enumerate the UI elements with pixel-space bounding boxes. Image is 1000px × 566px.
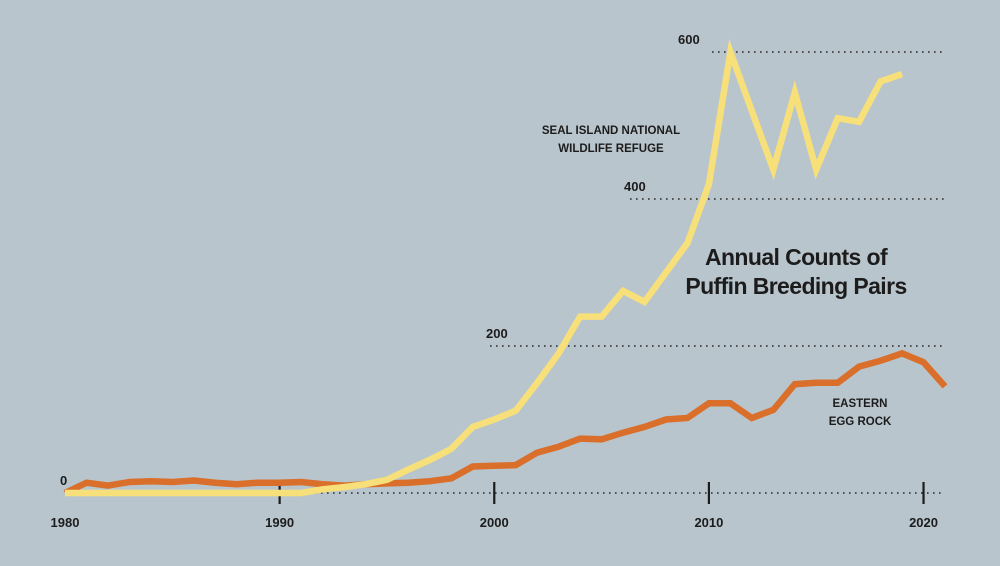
series-line-eastern-egg-rock [63, 349, 948, 496]
y-tick-label-200: 200 [486, 326, 508, 341]
x-tick-label-2010: 2010 [694, 515, 723, 530]
x-tick-label-1980: 1980 [51, 515, 80, 530]
series-label-seal-island-line-2: WILDLIFE REFUGE [558, 143, 664, 155]
chart-title: Annual Counts of Puffin Breeding Pairs [685, 244, 907, 299]
series-label-eastern-egg-rock-line-2: EGG ROCK [829, 416, 892, 428]
series-label-seal-island: SEAL ISLAND NATIONAL WILDLIFE REFUGE [542, 125, 680, 155]
series-lines [63, 39, 948, 497]
y-tick-label-600: 600 [678, 32, 700, 47]
series-label-eastern-egg-rock: EASTERN EGG ROCK [829, 398, 892, 428]
series-label-eastern-egg-rock-line-1: EASTERN [833, 398, 888, 410]
x-tick-label-1990: 1990 [265, 515, 294, 530]
x-tick-label-2000: 2000 [480, 515, 509, 530]
y-tick-labels: 0 200 400 600 [60, 32, 700, 488]
y-tick-label-0: 0 [60, 473, 67, 488]
chart-title-line-2: Puffin Breeding Pairs [685, 273, 906, 299]
y-tick-label-400: 400 [624, 179, 646, 194]
series-line-seal-island [65, 39, 904, 497]
series-label-seal-island-line-1: SEAL ISLAND NATIONAL [542, 125, 680, 137]
x-tick-labels: 1980 1990 2000 2010 2020 [51, 515, 938, 530]
x-tick-label-2020: 2020 [909, 515, 938, 530]
chart-title-line-1: Annual Counts of [705, 244, 888, 270]
